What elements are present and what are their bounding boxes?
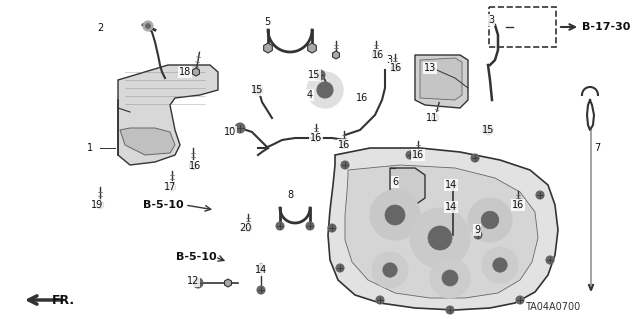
Text: 16: 16 (412, 150, 424, 160)
Polygon shape (168, 183, 175, 191)
Text: 2: 2 (97, 23, 103, 33)
Circle shape (474, 231, 482, 239)
Text: 18: 18 (179, 67, 191, 77)
Polygon shape (420, 58, 462, 100)
Text: 7: 7 (594, 143, 600, 153)
Polygon shape (120, 128, 175, 155)
Circle shape (307, 72, 343, 108)
Circle shape (315, 70, 325, 80)
Polygon shape (515, 201, 522, 209)
Circle shape (449, 203, 457, 211)
Circle shape (328, 224, 336, 232)
Text: 14: 14 (255, 265, 267, 275)
Circle shape (145, 24, 150, 28)
Circle shape (341, 161, 349, 169)
Text: 15: 15 (308, 70, 320, 80)
Circle shape (493, 258, 508, 272)
Text: 6: 6 (392, 177, 398, 187)
Text: 8: 8 (287, 190, 293, 200)
Polygon shape (392, 64, 399, 72)
Text: 16: 16 (356, 93, 368, 103)
Text: 16: 16 (338, 140, 350, 150)
Polygon shape (415, 55, 468, 108)
Polygon shape (97, 201, 104, 209)
Text: FR.: FR. (52, 293, 75, 307)
Polygon shape (312, 134, 319, 142)
Circle shape (516, 296, 524, 304)
Text: B-17-30: B-17-30 (582, 22, 630, 32)
Polygon shape (225, 279, 232, 287)
Polygon shape (390, 168, 425, 205)
Text: 15: 15 (482, 125, 494, 135)
Polygon shape (345, 165, 538, 298)
Text: 3: 3 (488, 15, 494, 25)
Circle shape (481, 211, 499, 229)
Circle shape (336, 264, 344, 272)
Text: 19: 19 (91, 200, 103, 210)
Text: 16: 16 (310, 133, 322, 143)
Text: 16: 16 (390, 63, 402, 73)
Polygon shape (264, 43, 273, 53)
Circle shape (468, 198, 512, 242)
Circle shape (257, 286, 265, 294)
Circle shape (428, 226, 452, 250)
Polygon shape (193, 68, 200, 76)
Circle shape (257, 264, 265, 272)
Circle shape (546, 256, 554, 264)
Polygon shape (118, 65, 218, 165)
Circle shape (143, 21, 153, 31)
Polygon shape (333, 51, 339, 59)
Circle shape (235, 123, 245, 133)
Polygon shape (244, 224, 252, 232)
Circle shape (410, 208, 470, 268)
Text: 13: 13 (424, 63, 436, 73)
Polygon shape (431, 114, 438, 122)
Circle shape (446, 306, 454, 314)
Text: TA04A0700: TA04A0700 (525, 302, 580, 312)
Circle shape (383, 263, 397, 277)
Text: B-5-10: B-5-10 (176, 252, 216, 262)
Text: 12: 12 (187, 276, 199, 286)
Text: 11: 11 (426, 113, 438, 123)
Circle shape (253, 85, 263, 95)
Text: 9: 9 (474, 225, 480, 235)
Circle shape (442, 270, 458, 286)
Circle shape (536, 191, 544, 199)
Text: 16: 16 (189, 161, 201, 171)
Polygon shape (328, 148, 558, 310)
Polygon shape (308, 43, 316, 53)
Circle shape (482, 247, 518, 283)
Text: B-5-10: B-5-10 (143, 200, 184, 210)
Circle shape (430, 258, 470, 298)
Text: 16: 16 (372, 50, 384, 60)
Text: 4: 4 (307, 90, 313, 100)
Circle shape (449, 181, 457, 189)
Circle shape (193, 278, 203, 288)
Circle shape (483, 125, 493, 135)
Circle shape (471, 154, 479, 162)
Circle shape (317, 82, 333, 98)
Polygon shape (340, 141, 348, 149)
Text: 20: 20 (239, 223, 251, 233)
Text: 5: 5 (264, 17, 270, 27)
Text: 1: 1 (87, 143, 93, 153)
Text: 15: 15 (251, 85, 263, 95)
Circle shape (276, 222, 284, 230)
Circle shape (406, 151, 414, 159)
Circle shape (385, 205, 405, 225)
Text: 14: 14 (445, 180, 457, 190)
Circle shape (483, 125, 493, 135)
Circle shape (306, 222, 314, 230)
Polygon shape (189, 162, 196, 170)
Circle shape (370, 190, 420, 240)
Text: 17: 17 (164, 182, 176, 192)
Polygon shape (372, 51, 380, 59)
Circle shape (376, 296, 384, 304)
Text: 14: 14 (445, 202, 457, 212)
Polygon shape (415, 151, 422, 159)
Text: 10: 10 (224, 127, 236, 137)
Text: 16: 16 (512, 200, 524, 210)
Text: 3: 3 (386, 55, 392, 65)
Circle shape (372, 252, 408, 288)
